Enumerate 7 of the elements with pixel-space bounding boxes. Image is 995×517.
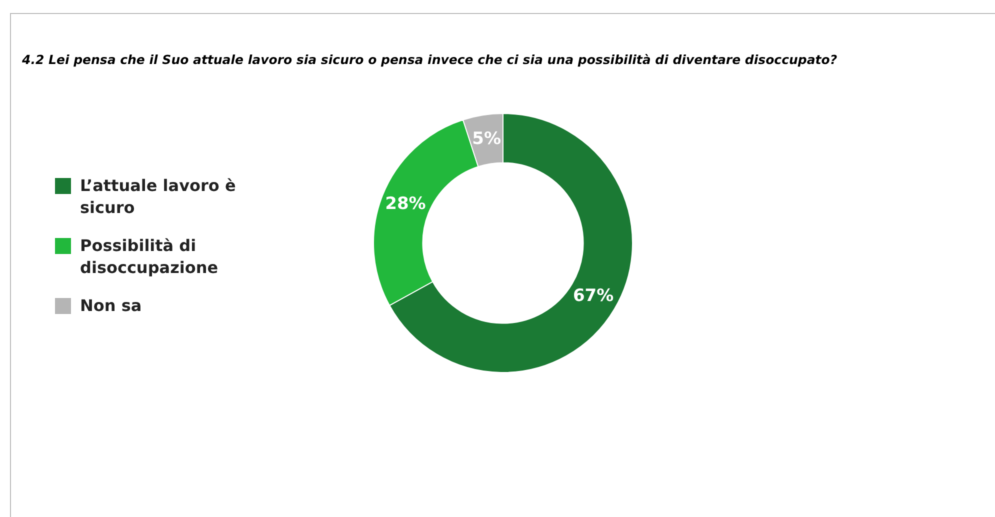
legend-label: L’attuale lavoro è sicuro [80,175,237,219]
data-label: 28% [385,194,426,214]
chart-title: 4.2 Lei pensa che il Suo attuale lavoro sia sicuro o pensa invece che ci sia una possibilità di diventare disoccupato? [22,52,838,67]
legend-label: Possibilità di disoccupazione [80,235,220,279]
data-label: 67% [572,286,614,306]
data-label: 5% [472,128,502,149]
legend-label: Non sa [80,295,143,317]
